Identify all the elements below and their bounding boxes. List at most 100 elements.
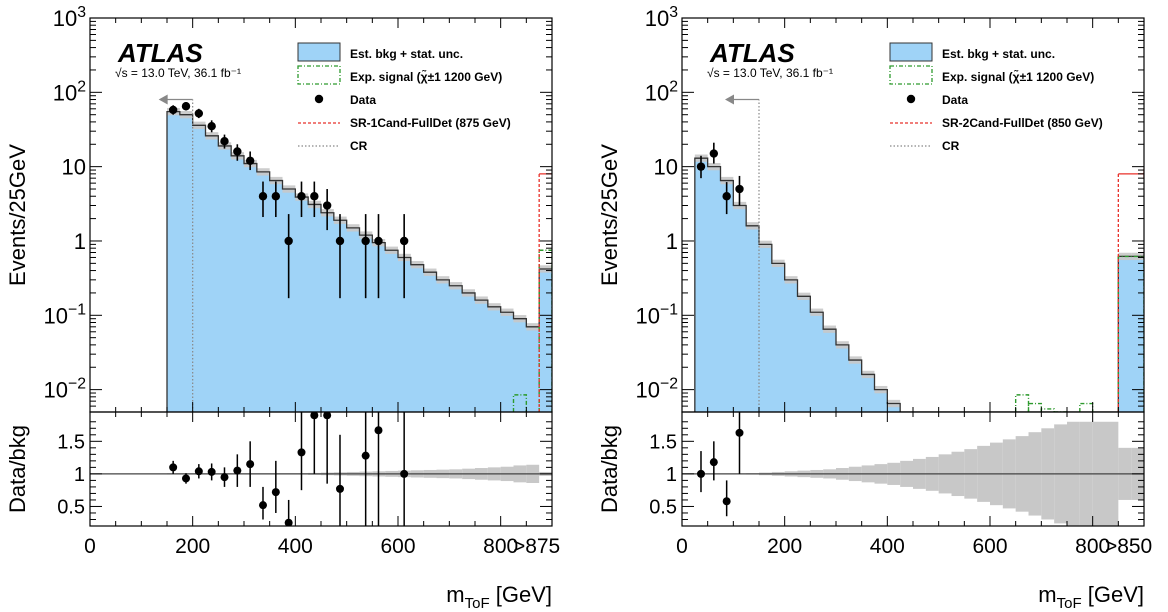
data-point [297,192,306,201]
ratio-point [220,473,229,482]
data-point [284,236,293,246]
data-point [245,156,255,165]
data-point [322,201,332,210]
y-tick-label: 103 [53,4,86,31]
legend-bkg-swatch [889,42,933,62]
y-tick-label: 10 [654,155,678,180]
x-axis-title: mToF [GeV] [446,582,552,612]
x-tick-label: 0 [84,535,96,558]
data-point [310,192,319,201]
ratio-point [233,466,242,475]
ratio-point [169,463,178,472]
signal-bin [1014,394,1030,412]
atlas-label: ATLAS [709,38,795,68]
ratio-point [735,428,744,437]
data-point [399,236,409,246]
ratio-point [297,448,306,457]
panel-2: 0 200 400 600 800>850 10−2 10−1 1 10 102 103 0.5 1 1.… [597,4,1152,612]
data-point [194,109,204,118]
cr-arrow-head [725,94,734,105]
x-tick-label: 800 [483,535,518,558]
bkg-histogram-fill [694,158,1144,412]
x-tick-label: 200 [767,535,802,558]
data-point [335,236,345,246]
y-tick-label: 10−2 [635,376,678,403]
ratio-point [246,460,255,469]
y-tick-label: 1 [74,229,86,254]
ratio-point [207,467,216,476]
x-tick-label: >850 [1105,535,1152,558]
bkg-histogram-fill [167,111,552,412]
data-point [207,122,216,131]
sr-arrow-head [1143,168,1144,179]
x-tick-label: 400 [870,535,905,558]
ratio-tick-label: 1.5 [57,431,85,453]
ratio-plot-area [90,412,552,526]
energy-label: √s = 13.0 TeV, 36.1 fb⁻¹ [115,66,241,80]
y-axis-title: Events/25GeV [597,144,622,286]
ratio-tick-label: 1 [74,464,85,486]
ratio-point [400,469,409,478]
atlas-label: ATLAS [117,38,203,68]
ratio-axis-title: Data/bkg [5,425,30,513]
ratio-tick-label: 0.5 [649,496,677,518]
data-point [374,236,383,246]
y-tick-label: 10−1 [43,301,86,328]
data-point [735,184,744,194]
signal-bin [538,249,552,412]
ratio-point [310,412,319,420]
ratio-axis-title: Data/bkg [597,425,622,513]
data-point [722,192,731,201]
legend-label: Data [350,93,376,107]
signal-bin [512,394,528,412]
panel-1: 0 200 400 600 800>875 10−2 10−1 1 10 102 103 0.5 1 1.… [5,4,573,612]
y-tick-label: 102 [53,78,86,105]
data-point [361,236,370,246]
signal-bin [1117,255,1144,412]
ratio-point [722,497,731,506]
x-tick-label: 600 [972,535,1007,558]
y-tick-label: 10 [62,155,86,180]
legend-label: CR [942,139,960,153]
ratio-tick-label: 1 [666,464,677,486]
ratio-plot-area [682,412,1144,526]
cr-arrow-head [158,94,168,105]
x-tick-label: >875 [513,535,560,558]
ratio-point [181,474,190,483]
ratio-point [696,469,705,478]
ratio-point [335,484,344,493]
signal-bin [1079,402,1094,412]
bkg-histogram-line [166,110,552,412]
legend-label: Est. bkg + stat. unc. [350,47,463,61]
y-tick-label: 102 [645,78,678,105]
data-point [271,192,281,201]
x-axis-title: mToF [GeV] [1038,582,1144,612]
data-point [220,136,229,146]
y-tick-label: 1 [666,229,678,254]
main-plot-area [158,94,573,412]
legend-label: Exp. signal (χ̃±1 1200 GeV) [350,69,502,84]
data-point [181,102,191,111]
legend-label: Data [942,93,968,107]
y-axis-title: Events/25GeV [5,144,30,286]
legend-signal-swatch [297,65,341,85]
legend-data-swatch [906,94,916,104]
ratio-point [374,426,383,435]
ratio-tick-label: 0.5 [57,496,85,518]
data-point [709,149,719,158]
x-tick-label: 800 [1075,535,1110,558]
legend-label: SR-1Cand-FullDet (875 GeV) [350,116,511,130]
ratio-point [271,488,280,497]
sr-arrow-head [564,169,573,179]
ratio-point [361,451,370,460]
data-point [696,162,706,171]
legend-signal-swatch [889,65,933,85]
legend-label: Exp. signal (χ̃±1 1200 GeV) [942,69,1094,84]
ratio-point [194,467,203,476]
ratio-point [709,458,718,467]
x-tick-label: 0 [676,535,688,558]
y-tick-label: 10−1 [635,301,678,328]
x-tick-label: 600 [380,535,415,558]
x-tick-label: 200 [175,535,210,558]
